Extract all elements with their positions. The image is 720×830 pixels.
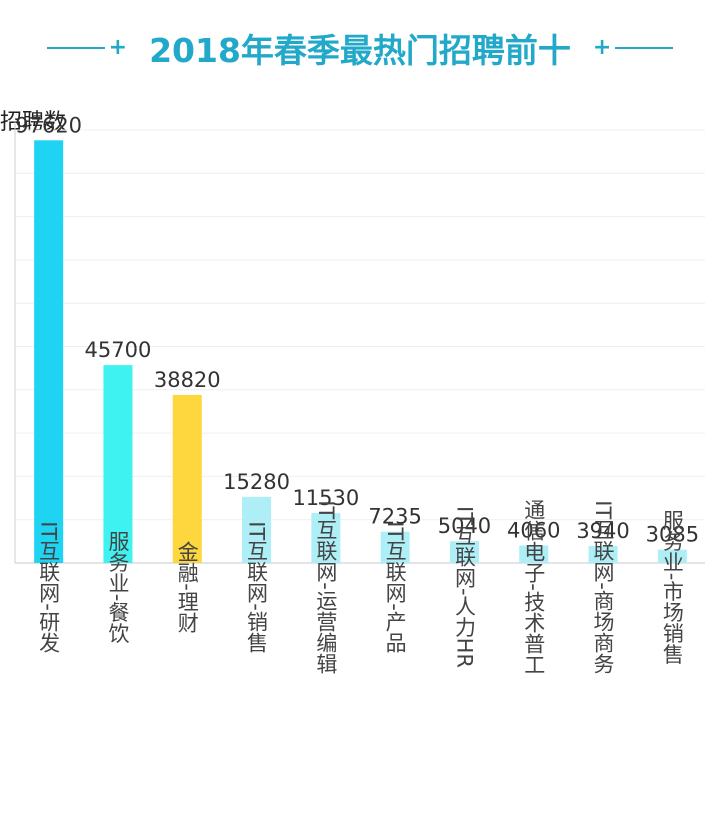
y-axis-label: 招聘数 [0, 110, 67, 135]
bar [311, 513, 341, 563]
data-label: 15280 [223, 470, 290, 494]
data-label: 4060 [507, 518, 560, 542]
bar [103, 365, 133, 563]
data-label: 5040 [438, 514, 491, 538]
x-tick-label: IT互联网-运营编辑 [314, 500, 338, 674]
bar [380, 531, 410, 563]
bar [657, 549, 687, 563]
x-tick-label: IT互联网-产品 [383, 521, 407, 653]
x-tick-label: IT互联网-人力HR [452, 506, 476, 668]
bar [449, 541, 479, 563]
x-tick-label: IT互联网-商场商务 [591, 500, 615, 674]
x-tick-label: IT互联网-销售 [245, 521, 269, 653]
data-label: 97620 [15, 113, 82, 137]
bar [519, 545, 549, 563]
bar [242, 496, 272, 563]
chart-title: 2018年春季最热门招聘前十 [149, 31, 571, 70]
data-label: 3940 [576, 519, 629, 543]
data-label: 45700 [85, 338, 152, 362]
x-tick-label: 金融-理财 [175, 541, 199, 633]
bar [172, 394, 202, 563]
title-decoration-left: + [46, 37, 131, 59]
data-label: 11530 [292, 486, 359, 510]
title-decoration-right: + [589, 37, 674, 59]
x-tick-label: 服务业-市场销售 [660, 510, 684, 665]
title-row: + 2018年春季最热门招聘前十 + [0, 18, 720, 78]
data-label: 3085 [646, 523, 699, 547]
data-label: 38820 [154, 368, 221, 392]
x-tick-label: IT互联网-研发 [37, 521, 61, 653]
x-tick-label: 服务业-餐饮 [106, 531, 130, 644]
bar [588, 545, 618, 563]
bar [34, 140, 64, 563]
x-tick-label: 通信电子-技术普工 [522, 499, 546, 675]
data-label: 7235 [368, 505, 421, 529]
